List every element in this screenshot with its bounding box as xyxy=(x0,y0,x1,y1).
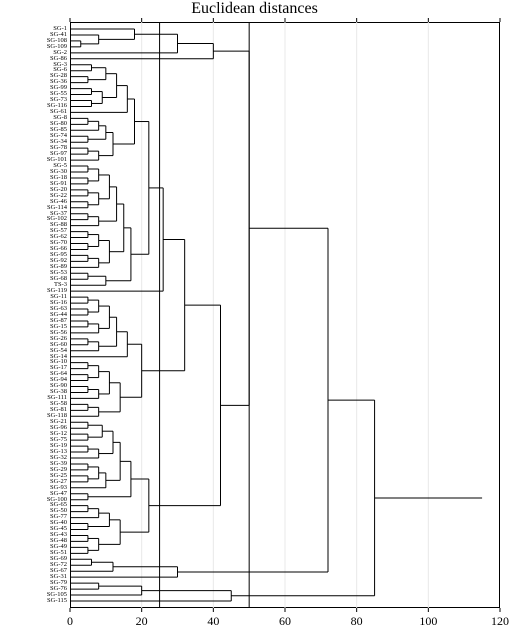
leaf-label: SG-115 xyxy=(0,598,67,605)
x-tick-label: 120 xyxy=(491,614,509,629)
x-tick-label: 0 xyxy=(67,614,73,629)
dendrogram-figure: Euclidean distances SG-1SG-41SG-108SG-10… xyxy=(0,0,509,636)
dendrogram-svg xyxy=(0,0,509,636)
x-tick-label: 60 xyxy=(279,614,291,629)
x-tick-label: 20 xyxy=(136,614,148,629)
x-tick-label: 80 xyxy=(351,614,363,629)
x-tick-label: 40 xyxy=(207,614,219,629)
x-tick-label: 100 xyxy=(419,614,437,629)
